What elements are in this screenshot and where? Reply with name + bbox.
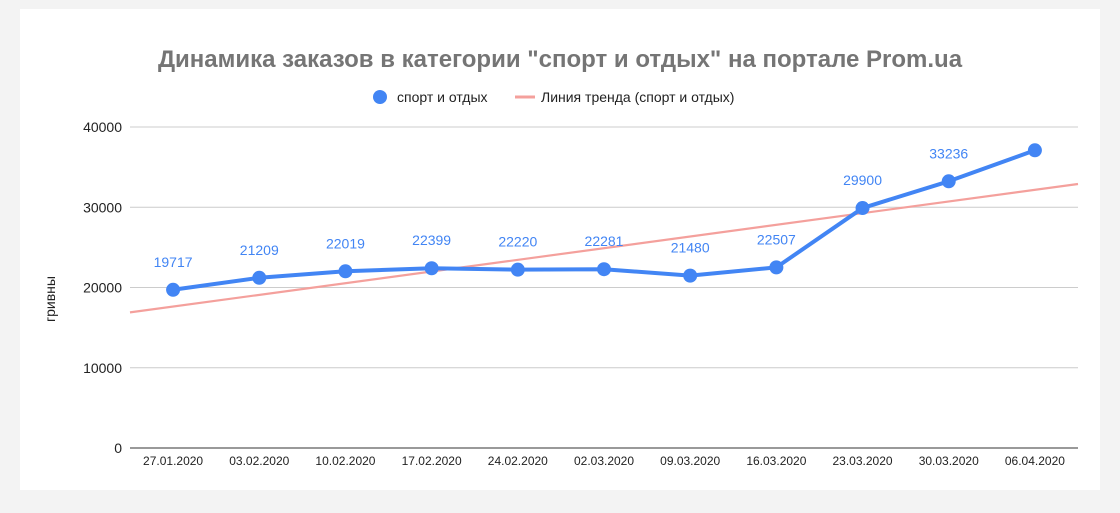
y-tick-label: 20000 bbox=[83, 280, 122, 296]
x-tick-label: 17.02.2020 bbox=[402, 454, 462, 468]
x-tick-label: 10.02.2020 bbox=[315, 454, 375, 468]
line-chart: Динамика заказов в категории "спорт и от… bbox=[42, 46, 1079, 468]
data-label: 21480 bbox=[671, 240, 710, 256]
y-axis-label: гривны bbox=[42, 276, 58, 322]
y-tick-label: 30000 bbox=[83, 199, 122, 215]
x-tick-label: 30.03.2020 bbox=[919, 454, 979, 468]
legend-label-series: спорт и отдых bbox=[397, 89, 488, 105]
data-point bbox=[510, 262, 525, 277]
legend-label-trend: Линия тренда (спорт и отдых) bbox=[541, 89, 734, 105]
data-label: 22220 bbox=[498, 234, 537, 250]
x-tick-label: 02.03.2020 bbox=[574, 454, 634, 468]
data-label: 22507 bbox=[757, 231, 796, 247]
x-tick-label: 24.02.2020 bbox=[488, 454, 548, 468]
x-axis-ticks: 27.01.2020 03.02.2020 10.02.2020 17.02.2020… bbox=[143, 454, 1065, 468]
x-tick-label: 03.02.2020 bbox=[229, 454, 289, 468]
data-label: 19717 bbox=[154, 254, 193, 270]
chart-title: Динамика заказов в категории "спорт и от… bbox=[158, 46, 963, 73]
data-labels: 19717 21209 22019 22399 22220 22281 21480 22507… bbox=[154, 145, 969, 269]
series-group bbox=[166, 143, 1042, 297]
x-tick-label: 06.04.2020 bbox=[1005, 454, 1065, 468]
data-point bbox=[769, 260, 784, 275]
data-point bbox=[855, 201, 870, 216]
data-point bbox=[683, 268, 698, 283]
x-tick-label: 23.03.2020 bbox=[833, 454, 893, 468]
data-label: 33236 bbox=[929, 145, 968, 161]
data-label: 22019 bbox=[326, 235, 365, 251]
data-label: 22281 bbox=[585, 233, 624, 249]
data-point bbox=[597, 262, 611, 277]
chart-legend: спорт и отдых Линия тренда (спорт и отды… bbox=[373, 89, 734, 105]
data-label: 21209 bbox=[240, 242, 279, 258]
data-point bbox=[166, 282, 181, 297]
data-point bbox=[424, 261, 439, 276]
y-tick-label: 10000 bbox=[83, 360, 122, 376]
x-tick-label: 27.01.2020 bbox=[143, 454, 203, 468]
trendline bbox=[129, 182, 1079, 314]
y-tick-label: 0 bbox=[114, 440, 122, 456]
data-point bbox=[1027, 143, 1042, 158]
data-label: 29900 bbox=[843, 172, 882, 188]
chart-card: Динамика заказов в категории "спорт и от… bbox=[20, 9, 1100, 490]
y-axis-ticks: 0 10000 20000 30000 40000 bbox=[83, 119, 122, 456]
y-tick-label: 40000 bbox=[83, 119, 122, 135]
gridlines bbox=[130, 126, 1078, 449]
legend-marker-series bbox=[373, 90, 387, 104]
data-point bbox=[941, 174, 956, 189]
data-label: 22399 bbox=[412, 232, 451, 248]
x-tick-label: 09.03.2020 bbox=[660, 454, 720, 468]
data-point bbox=[252, 270, 267, 285]
trendline-group bbox=[129, 182, 1079, 314]
x-tick-label: 16.03.2020 bbox=[746, 454, 806, 468]
data-point bbox=[338, 264, 353, 279]
